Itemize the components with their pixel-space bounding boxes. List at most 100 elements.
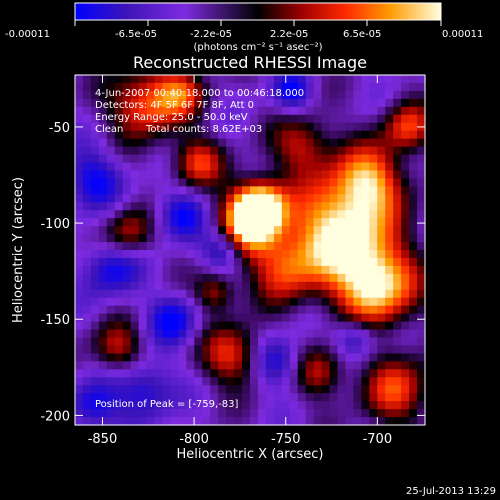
heatmap-cell: [257, 313, 267, 323]
heatmap-cell: [401, 273, 410, 283]
heatmap-cell: [321, 409, 331, 418]
heatmap-cell: [377, 329, 386, 339]
heatmap-cell: [90, 178, 100, 187]
heatmap-cell: [178, 226, 187, 235]
heatmap-cell: [337, 122, 347, 132]
heatmap-cell: [250, 257, 259, 267]
heatmap-cell: [130, 281, 140, 291]
heatmap-cell: [162, 178, 172, 187]
heatmap-cell: [170, 138, 179, 148]
heatmap-cell: [114, 297, 124, 307]
heatmap-cell: [106, 361, 116, 370]
heatmap-cell: [305, 186, 315, 195]
heatmap-cell: [281, 122, 291, 132]
heatmap-cell: [281, 361, 291, 370]
heatmap-cell: [250, 114, 259, 124]
heatmap-cell: [289, 226, 299, 235]
heatmap-cell: [377, 194, 386, 203]
heatmap-cell: [114, 265, 124, 275]
heatmap-cell: [289, 202, 299, 211]
heatmap-cell: [75, 321, 84, 331]
heatmap-cell: [138, 409, 148, 418]
heatmap-cell: [329, 273, 339, 283]
heatmap-cell: [401, 401, 410, 410]
heatmap-cell: [242, 409, 251, 418]
heatmap-cell: [329, 242, 339, 251]
heatmap-cell: [257, 265, 267, 275]
heatmap-cell: [82, 122, 92, 132]
heatmap-cell: [138, 305, 148, 315]
heatmap-cell: [250, 377, 259, 386]
heatmap-cell: [273, 90, 283, 100]
heatmap-cell: [250, 130, 259, 140]
heatmap-cell: [210, 146, 219, 156]
heatmap-cell: [122, 154, 132, 164]
heatmap-cell: [385, 138, 394, 148]
heatmap-cell: [178, 82, 187, 92]
heatmap-cell: [377, 202, 386, 211]
heatmap-cell: [186, 138, 195, 148]
heatmap-cell: [98, 353, 108, 362]
heatmap-cell: [305, 385, 315, 394]
heatmap-cell: [353, 313, 362, 323]
heatmap-cell: [377, 289, 386, 299]
heatmap-cell: [202, 98, 211, 108]
heatmap-cell: [75, 106, 84, 116]
heatmap-cell: [345, 385, 354, 394]
heatmap-cell: [289, 321, 299, 331]
heatmap-cell: [250, 361, 259, 370]
heatmap-cell: [106, 194, 116, 203]
heatmap-cell: [194, 281, 203, 291]
heatmap-cell: [234, 321, 243, 331]
heatmap-cell: [273, 186, 283, 195]
heatmap-cell: [98, 250, 108, 259]
heatmap-cell: [178, 162, 187, 172]
heatmap-cell: [154, 329, 164, 339]
heatmap-cell: [329, 281, 339, 291]
heatmap-cell: [210, 409, 219, 418]
heatmap-cell: [146, 393, 156, 402]
heatmap-cell: [393, 321, 402, 331]
heatmap-cell: [385, 353, 394, 362]
heatmap-cell: [385, 154, 394, 164]
heatmap-cell: [186, 178, 195, 187]
heatmap-cell: [417, 242, 426, 251]
heatmap-cell: [242, 377, 251, 386]
heatmap-cell: [146, 321, 156, 331]
heatmap-cell: [170, 361, 179, 370]
heatmap-cell: [218, 321, 227, 331]
heatmap-cell: [114, 226, 124, 235]
heatmap-cell: [369, 218, 378, 227]
heatmap-cell: [90, 250, 100, 259]
y-tick-label: -150: [40, 313, 70, 328]
heatmap-cell: [114, 401, 124, 410]
heatmap-cell: [114, 337, 124, 347]
heatmap-cell: [265, 273, 275, 283]
heatmap-cell: [337, 337, 347, 347]
heatmap-cell: [409, 106, 418, 116]
heatmap-cell: [75, 345, 84, 354]
heatmap-cell: [234, 202, 243, 211]
heatmap-cell: [170, 234, 179, 243]
heatmap-cell: [250, 178, 259, 187]
heatmap-cell: [154, 194, 164, 203]
heatmap-cell: [122, 162, 132, 172]
heatmap-cell: [385, 393, 394, 402]
heatmap-cell: [242, 297, 251, 307]
heatmap-cell: [186, 273, 195, 283]
heatmap-cell: [178, 98, 187, 108]
heatmap-cell: [273, 194, 283, 203]
heatmap-cell: [186, 393, 195, 402]
heatmap-cell: [75, 369, 84, 378]
heatmap-cell: [194, 130, 203, 140]
heatmap-cell: [138, 114, 148, 124]
heatmap-cell: [313, 146, 323, 156]
heatmap-cell: [257, 409, 267, 418]
heatmap-cell: [75, 186, 84, 195]
heatmap-cell: [273, 234, 283, 243]
heatmap-cell: [194, 194, 203, 203]
heatmap-cell: [106, 377, 116, 386]
heatmap-cell: [218, 250, 227, 259]
heatmap-cell: [361, 361, 370, 370]
heatmap-cell: [297, 122, 307, 132]
